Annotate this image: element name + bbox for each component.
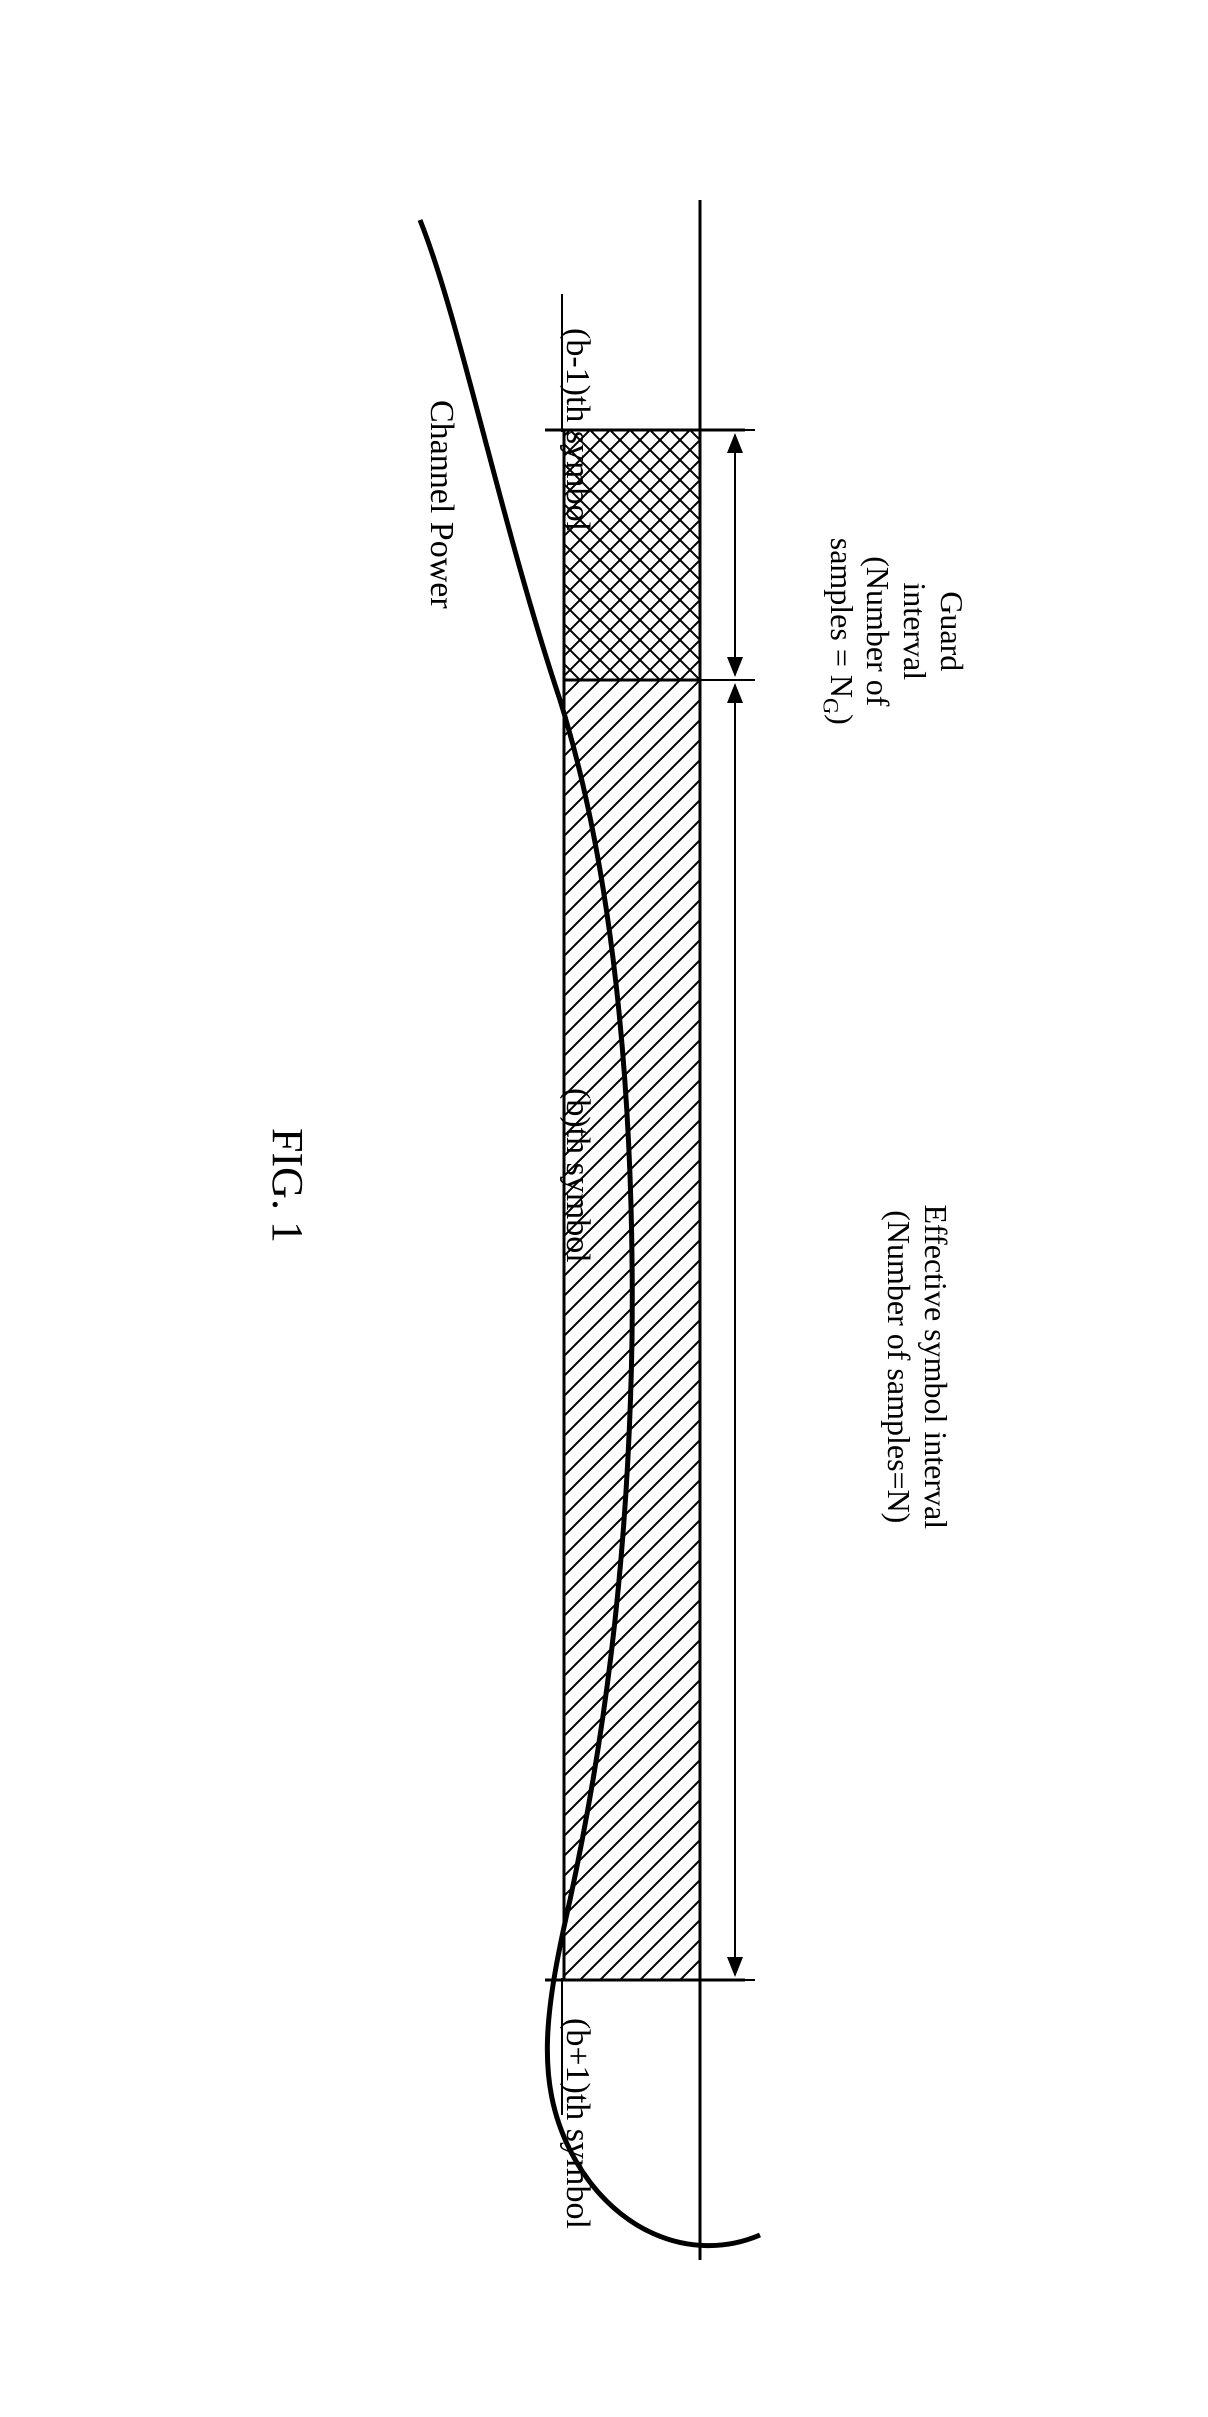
guard-line2: interval <box>896 538 933 725</box>
guard-line4-b: ) <box>823 714 859 725</box>
channel-power-label: Channel Power <box>422 400 460 609</box>
prev-symbol-label: (b-1)th symbol <box>558 328 596 531</box>
figure-title: FIG. 1 <box>262 1128 313 1243</box>
effective-interval-label: Effective symbol interval (Number of sam… <box>881 1204 955 1529</box>
guard-line3: (Number of <box>859 538 896 725</box>
figure-canvas <box>0 0 1208 2417</box>
prev-symbol-text: (b-1)th symbol <box>559 328 596 531</box>
guard-line1: Guard <box>933 538 970 725</box>
curr-symbol-label: (b)th symbol <box>558 1088 596 1263</box>
effective-line1: Effective symbol interval <box>917 1204 954 1529</box>
guard-line4: samples = NG) <box>817 538 859 725</box>
effective-line2: (Number of samples=N) <box>881 1204 918 1529</box>
guard-line4-a: samples = N <box>823 538 859 698</box>
next-symbol-label: (b+1)th symbol <box>558 2018 596 2229</box>
guard-line4-sub: G <box>818 698 843 714</box>
guard-interval-label: Guard interval (Number of samples = NG) <box>817 538 970 725</box>
